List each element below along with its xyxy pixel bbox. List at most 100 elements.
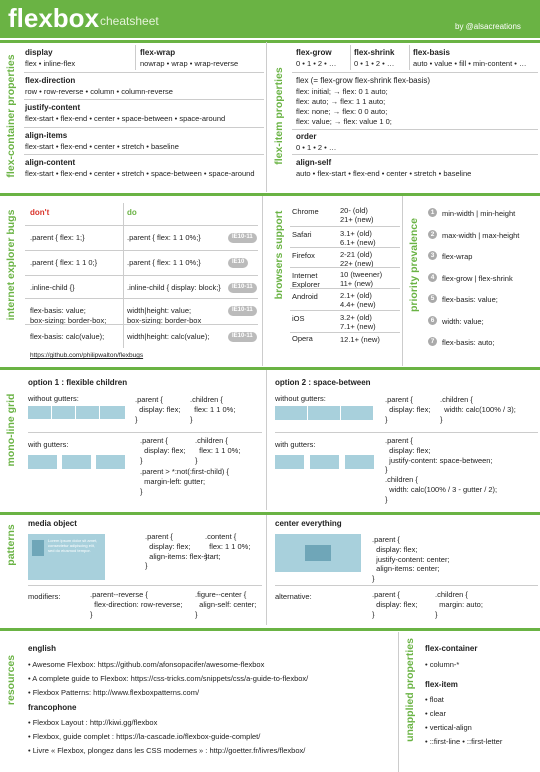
rank: 4 (428, 272, 437, 282)
ie-tag: IE10-11 (228, 332, 257, 342)
t: francophone (28, 703, 77, 712)
t: option 2 : space-between (275, 378, 371, 387)
separator (350, 45, 351, 70)
separator (290, 332, 400, 333)
rank: 7 (428, 337, 437, 346)
t: flex-start • flex-end • center • stretch… (25, 142, 179, 151)
t: media object (28, 519, 77, 528)
t: flex-shrink (354, 48, 395, 57)
title: flexbox (8, 3, 100, 33)
separator (28, 585, 262, 586)
code: .parent { display: flex; } (372, 590, 418, 619)
demo-box (275, 455, 304, 469)
subtitle: cheatsheet (100, 14, 159, 28)
ie-tag: IE10-11 (228, 283, 257, 293)
t: • ::first-line • ::first-letter (425, 737, 503, 746)
browser: iOS (292, 314, 305, 323)
code: .children { width: calc(100% / 3); } (440, 395, 516, 424)
separator (25, 298, 258, 299)
separator (25, 275, 258, 276)
separator (262, 196, 263, 366)
t: align-self (296, 158, 332, 167)
code: .content { flex: 1 1 0%; } (205, 532, 251, 561)
t: align-content (25, 158, 76, 167)
t: alternative: (275, 592, 312, 601)
resource-link: • Flexbox Patterns: http://www.flexboxpa… (28, 688, 200, 697)
t: flex-wrap (140, 48, 176, 57)
code: .parent { display: flex; } (140, 436, 186, 465)
section-divider (0, 40, 540, 43)
do-code: width|height: calc(value); (127, 332, 210, 341)
separator (266, 515, 267, 625)
t: without gutters: (28, 394, 79, 403)
code: .parent--reverse { flex-direction: row-r… (90, 590, 183, 619)
separator (275, 585, 538, 586)
section-label: internet explorer bugs (5, 209, 17, 321)
separator (402, 196, 403, 366)
separator (398, 632, 399, 772)
demo-box (341, 406, 373, 420)
priority-item: max-width | max-height (442, 230, 520, 240)
separator (292, 129, 538, 130)
section-divider (0, 367, 540, 370)
versions: 12.1+ (new) (340, 335, 380, 344)
section-label: patterns (5, 524, 17, 566)
code: .parent { display: flex; } (385, 395, 431, 424)
code: .children { margin: auto; } (435, 590, 483, 619)
versions: 20- (old) 21+ (new) (340, 206, 374, 225)
t: with gutters: (28, 440, 69, 449)
t: flex-direction (25, 76, 76, 85)
separator (25, 225, 258, 226)
do-code: .inline-child { display: block;} (127, 283, 221, 292)
t: nowrap • wrap • wrap-reverse (140, 59, 239, 68)
separator (290, 288, 400, 289)
t: center everything (275, 519, 342, 528)
code: .figure--center { align-self: center; } (195, 590, 257, 619)
separator (290, 267, 400, 268)
t: row • row-reverse • column • column-reve… (25, 87, 173, 96)
priority-item: width: value; (442, 316, 484, 326)
section-label: flex-container properties (5, 54, 17, 178)
separator (290, 310, 400, 311)
separator (275, 432, 538, 433)
separator (24, 99, 264, 100)
dont-code: .parent { flex: 1 1 0;} (30, 258, 98, 267)
t: modifiers: (28, 592, 61, 601)
demo-box (52, 406, 75, 419)
dont-code: flex-basis: value; box-sizing: border-bo… (30, 306, 107, 325)
versions: 10 (tweener) 11+ (new) (340, 270, 383, 289)
t: 0 • 1 • 2 • … (296, 59, 337, 68)
t: flex-start • flex-end • center • space-b… (25, 114, 226, 123)
rank: 6 (428, 315, 437, 325)
t: english (28, 644, 57, 653)
shorthand-line: flex: value; → flex: value 1 0; (296, 117, 392, 126)
browser: Internet Explorer (292, 271, 320, 289)
section-label: mono-line grid (5, 393, 17, 467)
priority-item: flex-grow | flex-shrink (442, 273, 513, 283)
separator (25, 324, 258, 325)
section-label: unapplied properties (404, 638, 416, 742)
rank: 2 (428, 229, 437, 239)
demo-box (28, 455, 57, 469)
demo-box (100, 406, 125, 419)
ie-tag: IE10-11 (228, 306, 257, 316)
section-label: browsers support (273, 210, 285, 300)
code: .parent { display: flex; align-items: fl… (145, 532, 221, 571)
resource-link: • Flexbox, guide complet : https://la-ca… (28, 732, 261, 741)
browser: Safari (292, 230, 312, 239)
media-figure (32, 540, 44, 556)
t: • vertical-align (425, 723, 472, 732)
shorthand-title: flex (= flex-grow flex-shrink flex-basis… (296, 76, 431, 85)
code: .parent > *:not(:first-child) { margin-l… (140, 467, 229, 496)
t: order (296, 132, 317, 141)
separator (266, 370, 267, 510)
t: 0 • 1 • 2 • … (296, 143, 337, 152)
browser: Chrome (292, 207, 319, 216)
section-divider (0, 628, 540, 631)
separator (24, 127, 264, 128)
t: display (25, 48, 53, 57)
demo-box (28, 406, 51, 419)
separator (135, 45, 136, 70)
code: .parent { display: flex; justify-content… (385, 436, 498, 504)
